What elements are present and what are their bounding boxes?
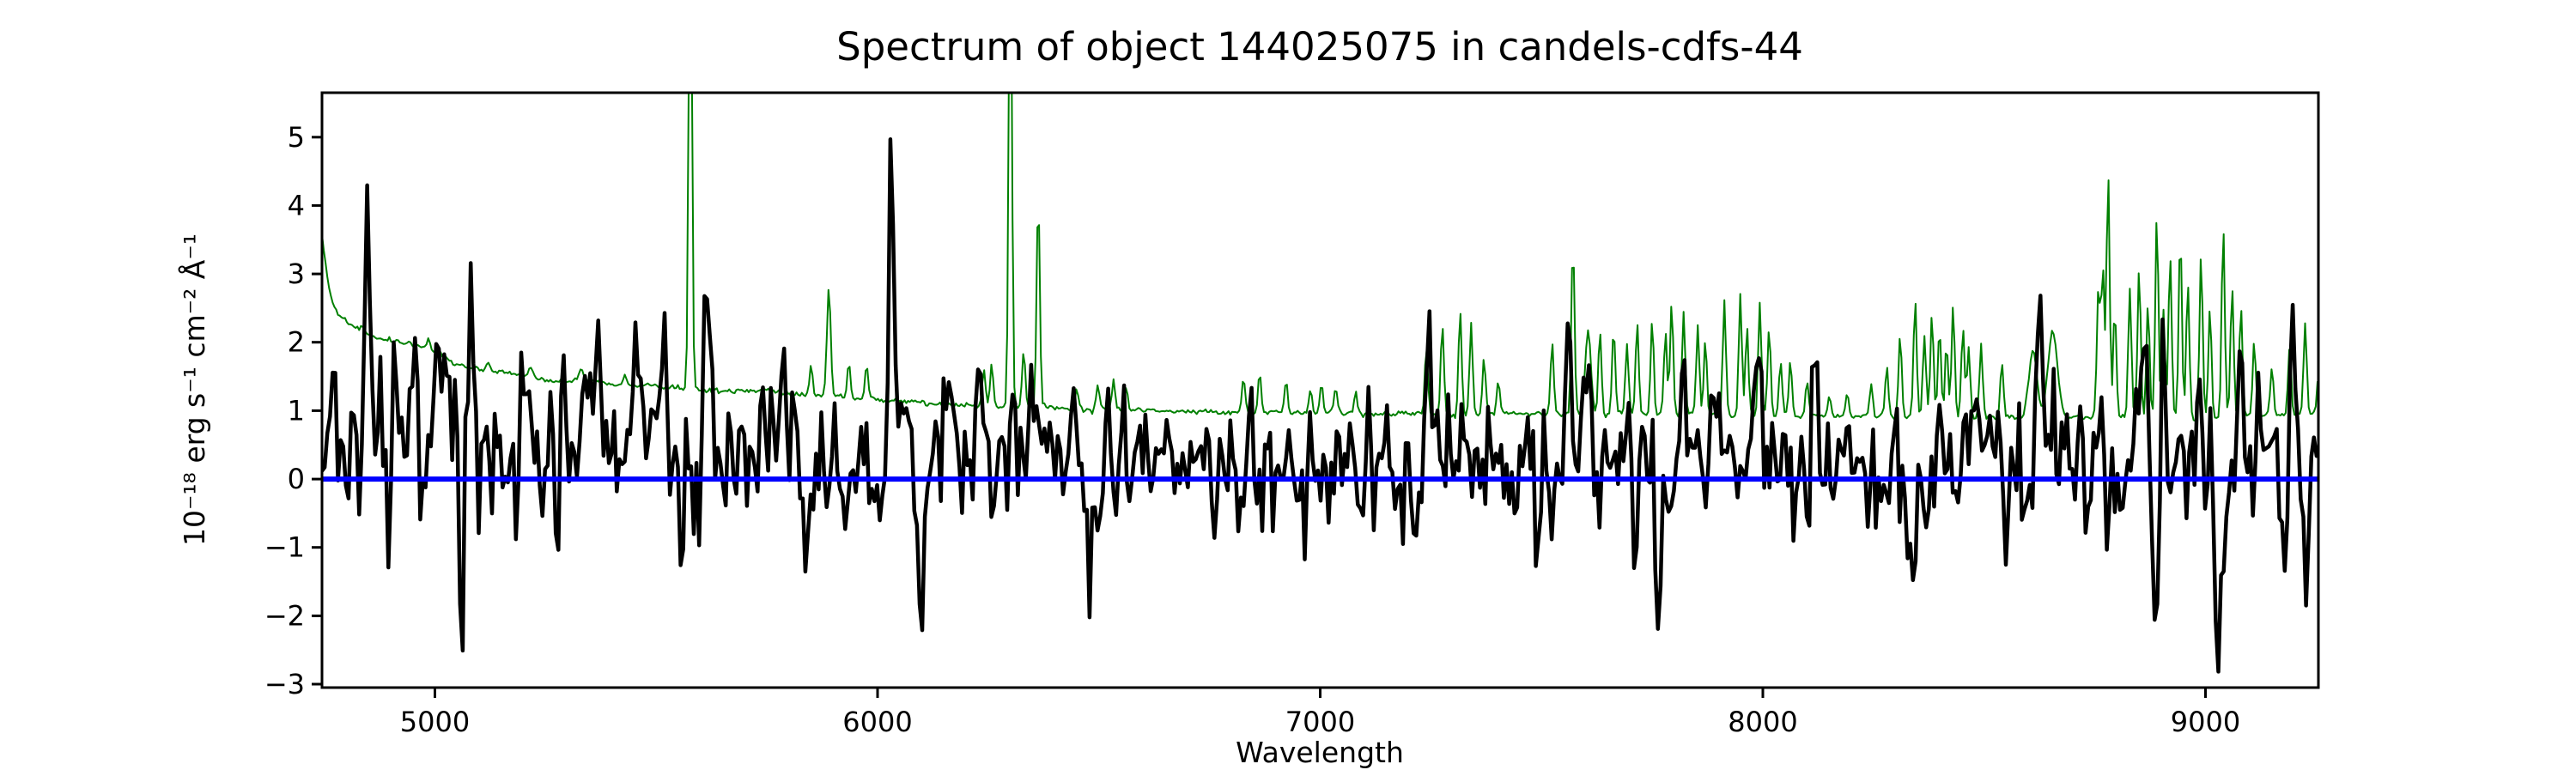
y-tick-label: 0 (288, 463, 305, 495)
x-tick-label: 6000 (842, 706, 912, 738)
y-tick-label: −1 (264, 531, 305, 564)
x-axis-label: Wavelength (1236, 736, 1404, 769)
y-tick-label: 1 (288, 394, 305, 427)
chart-title: Spectrum of object 144025075 in candels-… (836, 24, 1803, 70)
x-tick-label: 5000 (400, 706, 470, 738)
x-tick-label: 7000 (1285, 706, 1355, 738)
sky-noise-spectrum (322, 93, 2318, 422)
tick-layer: 5000 6000 7000 8000 9000 −3 −2 −1 0 1 2 3 4 5 (264, 121, 2240, 738)
y-tick-label: −2 (264, 599, 305, 632)
x-tick-label: 9000 (2171, 706, 2240, 738)
series-layer (322, 93, 2318, 674)
y-tick-label: 4 (288, 189, 305, 221)
observed-spectrum (322, 137, 2318, 674)
y-tick-label: 5 (288, 121, 305, 154)
y-axis-label: 10⁻¹⁸ erg s⁻¹ cm⁻² Å⁻¹ (177, 233, 211, 546)
y-tick-label: 3 (288, 258, 305, 290)
y-tick-label: 2 (288, 326, 305, 359)
x-tick-label: 8000 (1728, 706, 1797, 738)
y-tick-label: −3 (264, 668, 305, 700)
